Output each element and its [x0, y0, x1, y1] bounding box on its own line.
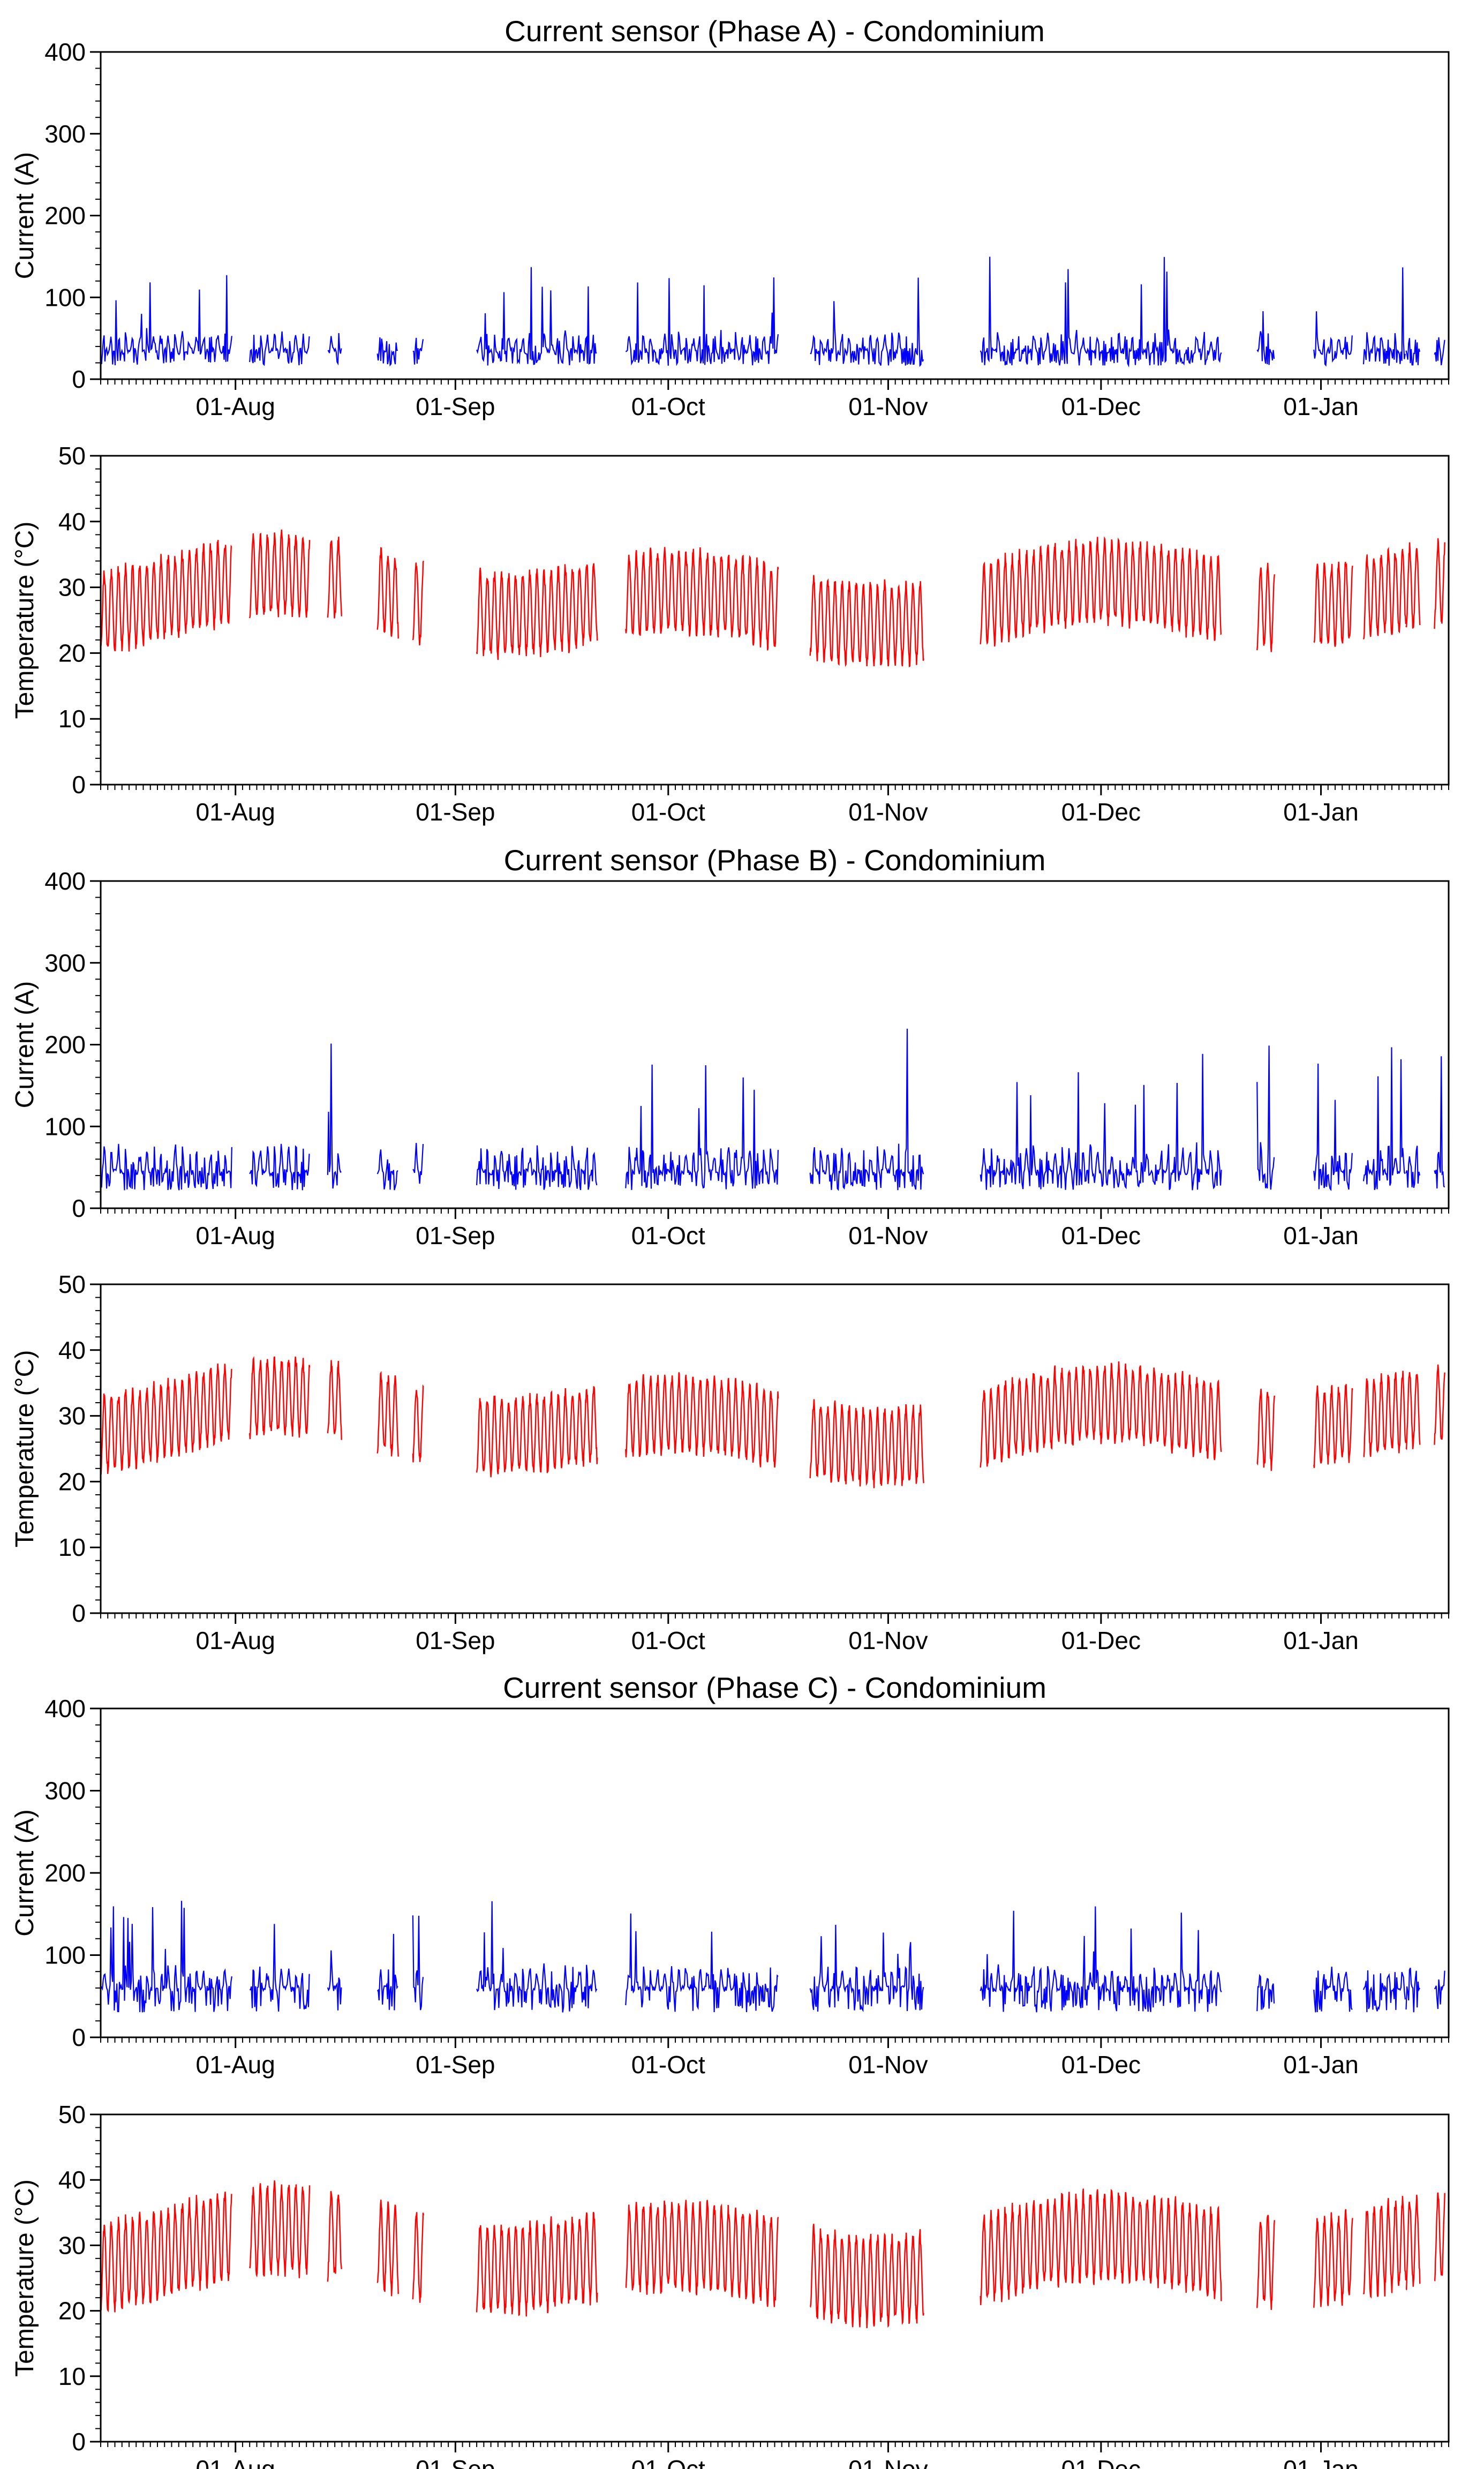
x-tick-label: 01-Oct: [631, 1222, 705, 1249]
plot-frame: [100, 455, 1450, 786]
y-tick-label: 100: [44, 1112, 86, 1140]
plot-frame: [100, 1283, 1450, 1614]
x-tick-label: 01-Oct: [631, 1627, 705, 1654]
y-tick-label: 30: [58, 574, 86, 601]
x-tick-label: 01-Sep: [416, 1627, 495, 1654]
chart-title: Current sensor (Phase C) - Condominium: [503, 1671, 1046, 1704]
x-tick-label: 01-Jan: [1283, 1222, 1359, 1249]
y-tick-label: 40: [58, 2166, 86, 2194]
y-axis-label: Current (A): [11, 981, 39, 1108]
y-tick-label: 20: [58, 1467, 86, 1495]
current-series-line: [100, 1028, 1445, 1192]
y-tick-label: 100: [44, 283, 86, 311]
x-tick-label: 01-Dec: [1061, 798, 1141, 826]
x-tick-label: 01-Oct: [631, 2051, 705, 2079]
x-tick-label: 01-Jan: [1283, 393, 1359, 420]
x-tick-label: 01-Jan: [1283, 1627, 1359, 1654]
y-tick-label: 40: [58, 508, 86, 536]
chart-title: Current sensor (Phase B) - Condominium: [504, 844, 1046, 877]
x-tick-label: 01-Nov: [848, 1222, 928, 1249]
y-tick-label: 30: [58, 1402, 86, 1430]
y-tick-label: 10: [58, 1533, 86, 1561]
y-tick-label: 200: [44, 1031, 86, 1059]
x-tick-label: 01-Dec: [1061, 393, 1141, 420]
x-tick-label: 01-Nov: [848, 1627, 928, 1654]
y-tick-label: 0: [72, 1599, 86, 1627]
x-tick-label: 01-Aug: [196, 1627, 275, 1654]
chart-panel-2: 0 100 200 300 400 01-Aug 01-Sep 01-Oct 01-Nov 01-…: [11, 844, 1450, 1249]
chart-panel-3: 0 10 20 30 40 50 01-Aug 01-Sep 01-Oct 01-Nov 01-De…: [11, 1270, 1450, 1654]
x-tick-label: 01-Dec: [1061, 1627, 1141, 1654]
y-tick-label: 400: [44, 1695, 86, 1722]
y-tick-label: 50: [58, 1270, 86, 1298]
y-tick-label: 200: [44, 202, 86, 230]
y-tick-label: 400: [44, 867, 86, 895]
x-tick-label: 01-Oct: [631, 798, 705, 826]
temperature-series-line: [100, 2180, 1445, 2329]
temperature-series-line: [100, 529, 1445, 668]
x-tick-label: 01-Aug: [196, 1222, 275, 1249]
y-tick-label: 0: [72, 1194, 86, 1222]
x-tick-label: 01-Oct: [631, 2455, 705, 2469]
y-axis-label: Temperature (°C): [11, 2179, 39, 2377]
y-tick-label: 100: [44, 1941, 86, 1969]
x-tick-label: 01-Jan: [1283, 2051, 1359, 2079]
y-axis-label: Temperature (°C): [11, 1350, 39, 1548]
x-tick-label: 01-Aug: [196, 2455, 275, 2469]
y-axis-label: Temperature (°C): [11, 522, 39, 719]
chart-panel-5: 0 10 20 30 40 50 01-Aug 01-Sep 01-Oct 01-Nov 01-De…: [11, 2101, 1450, 2469]
y-tick-label: 300: [44, 949, 86, 977]
x-tick-label: 01-Sep: [416, 1222, 495, 1249]
x-tick-label: 01-Dec: [1061, 2051, 1141, 2079]
x-tick-label: 01-Aug: [196, 798, 275, 826]
x-tick-label: 01-Dec: [1061, 2455, 1141, 2469]
x-tick-label: 01-Oct: [631, 393, 705, 420]
y-tick-label: 30: [58, 2231, 86, 2259]
x-tick-label: 01-Jan: [1283, 798, 1359, 826]
x-tick-label: 01-Sep: [416, 393, 495, 420]
x-tick-label: 01-Nov: [848, 798, 928, 826]
y-tick-label: 50: [58, 442, 86, 470]
x-tick-label: 01-Aug: [196, 2051, 275, 2079]
y-tick-label: 300: [44, 1777, 86, 1805]
x-tick-label: 01-Nov: [848, 2455, 928, 2469]
x-tick-label: 01-Jan: [1283, 2455, 1359, 2469]
y-tick-label: 200: [44, 1859, 86, 1887]
y-tick-label: 0: [72, 2428, 86, 2456]
y-axis-label: Current (A): [11, 1809, 39, 1936]
y-tick-label: 20: [58, 2297, 86, 2325]
chart-title: Current sensor (Phase A) - Condominium: [504, 14, 1045, 48]
temperature-series-line: [100, 1356, 1445, 1488]
y-tick-label: 0: [72, 771, 86, 799]
chart-panel-1: 0 10 20 30 40 50 01-Aug 01-Sep 01-Oct 01-Nov 01-De…: [11, 442, 1450, 826]
x-tick-label: 01-Aug: [196, 393, 275, 420]
y-tick-label: 400: [44, 38, 86, 66]
current-series-line: [100, 1901, 1445, 2013]
y-tick-label: 300: [44, 120, 86, 148]
y-tick-label: 20: [58, 639, 86, 667]
y-tick-label: 40: [58, 1336, 86, 1364]
current-series-line: [100, 257, 1445, 368]
chart-panel-4: 0 100 200 300 400 01-Aug 01-Sep 01-Oct 01-Nov 01-…: [11, 1671, 1450, 2079]
y-tick-label: 0: [72, 365, 86, 393]
x-tick-label: 01-Sep: [416, 2455, 495, 2469]
y-tick-label: 0: [72, 2023, 86, 2051]
y-tick-label: 50: [58, 2101, 86, 2128]
y-tick-label: 10: [58, 705, 86, 733]
plot-frame: [100, 2113, 1450, 2443]
x-tick-label: 01-Sep: [416, 798, 495, 826]
y-tick-label: 10: [58, 2362, 86, 2390]
x-tick-label: 01-Sep: [416, 2051, 495, 2079]
x-tick-label: 01-Nov: [848, 393, 928, 420]
chart-panel-0: 0 100 200 300 400 01-Aug 01-Sep 01-Oct 01-Nov 01-…: [11, 14, 1450, 420]
y-axis-label: Current (A): [11, 152, 39, 279]
x-tick-label: 01-Dec: [1061, 1222, 1141, 1249]
x-tick-label: 01-Nov: [848, 2051, 928, 2079]
